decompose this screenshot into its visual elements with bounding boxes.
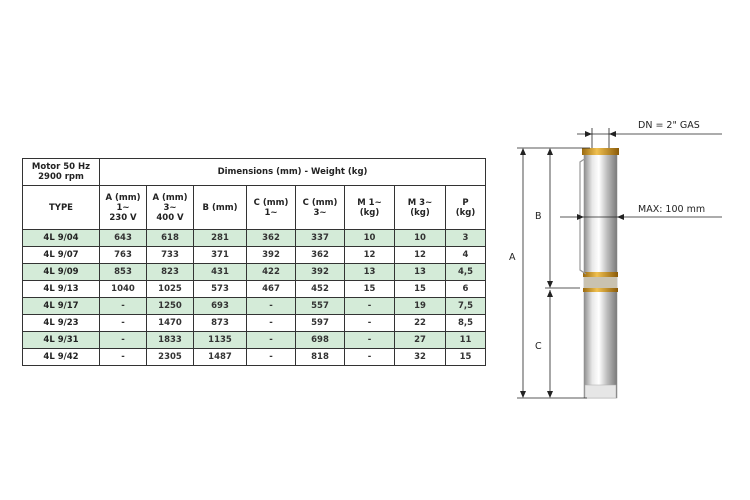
header-text: M 3~ [407, 197, 433, 208]
header-text: C (mm) [302, 197, 338, 208]
table-row: 4L 9/17-1250 693-557-19 7,5 [22, 297, 486, 315]
header-text: M 1~ [357, 197, 382, 208]
table-cell: 4 [445, 246, 486, 264]
table-cell: 422 [246, 263, 296, 281]
group-header: Dimensions (mm) - Weight (kg) [99, 158, 486, 186]
header-text: TYPE [49, 202, 73, 213]
table-cell: - [246, 331, 296, 349]
table-cell: 337 [295, 229, 345, 247]
dimension-b-label: B [535, 211, 542, 222]
table-cell: 13 [394, 263, 446, 281]
header-text: 1~ [264, 207, 278, 218]
table-cell: 392 [295, 263, 345, 281]
column-header: A (mm) 1~ 230 V [99, 185, 147, 230]
table-cell: 643 [99, 229, 147, 247]
table-cell: 32 [394, 348, 446, 366]
header-text: 400 V [156, 212, 184, 223]
header-text: (kg) [359, 207, 380, 218]
type-cell: 4L 9/17 [22, 297, 100, 315]
pump-body [579, 148, 619, 399]
table-cell: 818 [295, 348, 345, 366]
type-cell: 4L 9/09 [22, 263, 100, 281]
header-text: (kg) [410, 207, 430, 218]
dimension-c-label: C [535, 341, 542, 352]
table-cell: - [99, 331, 147, 349]
table-cell: 557 [295, 297, 345, 315]
header-text: C (mm) [253, 197, 289, 208]
dn-label: DN = 2" GAS [638, 120, 700, 131]
table-cell: - [99, 297, 147, 315]
header-text: 2900 rpm [38, 172, 84, 182]
table-cell: - [344, 297, 395, 315]
table-cell: 618 [146, 229, 194, 247]
header-text: 1~ [116, 202, 130, 213]
dimensions-table: Motor 50 Hz 2900 rpm Dimensions (mm) - Wei… [22, 158, 486, 366]
column-header: C (mm) 3~ [295, 185, 345, 230]
table-cell: 15 [445, 348, 486, 366]
header-text: P [462, 197, 469, 208]
table-cell: 1135 [193, 331, 247, 349]
table-row: 4L 9/04 643 618 281 362 337 10 10 3 [22, 229, 486, 247]
type-cell: 4L 9/04 [22, 229, 100, 247]
table-row: 4L 9/42-2305 1487-818-32 15 [22, 348, 486, 366]
header-row-1: Motor 50 Hz 2900 rpm Dimensions (mm) - Wei… [22, 158, 486, 186]
column-header: M 1~ (kg) [344, 185, 395, 230]
header-text: (kg) [455, 207, 476, 218]
header-text: 230 V [109, 212, 137, 223]
header-text: B (mm) [202, 202, 238, 213]
table-cell: 7,5 [445, 297, 486, 315]
dimension-a-label: A [509, 252, 516, 263]
column-header: A (mm) 3~ 400 V [146, 185, 194, 230]
table-cell: 27 [394, 331, 446, 349]
motor-header: Motor 50 Hz 2900 rpm [22, 158, 100, 186]
header-text: Motor 50 Hz [31, 162, 91, 172]
table-cell: 1833 [146, 331, 194, 349]
table-row: 4L 9/07 763 733 371 392 362 12 12 4 [22, 246, 486, 264]
header-text: A (mm) [105, 192, 141, 203]
header-text: 3~ [313, 207, 327, 218]
table-cell: 4,5 [445, 263, 486, 281]
table-cell: 10 [344, 229, 395, 247]
column-header: M 3~ (kg) [394, 185, 446, 230]
header-text: 3~ [163, 202, 177, 213]
type-cell: 4L 9/42 [22, 348, 100, 366]
column-header: B (mm) [193, 185, 247, 230]
type-cell: 4L 9/31 [22, 331, 100, 349]
table-cell: 3 [445, 229, 486, 247]
table-row: 4L 9/09 853 823 431 422 392 13 13 4,5 [22, 263, 486, 281]
dimension-lines [517, 128, 722, 399]
table-row: 4L 9/31-1833 1135-698-27 11 [22, 331, 486, 349]
max-diameter-label: MAX: 100 mm [638, 204, 706, 215]
header-text: A (mm) [152, 192, 188, 203]
table-cell: 13 [344, 263, 395, 281]
